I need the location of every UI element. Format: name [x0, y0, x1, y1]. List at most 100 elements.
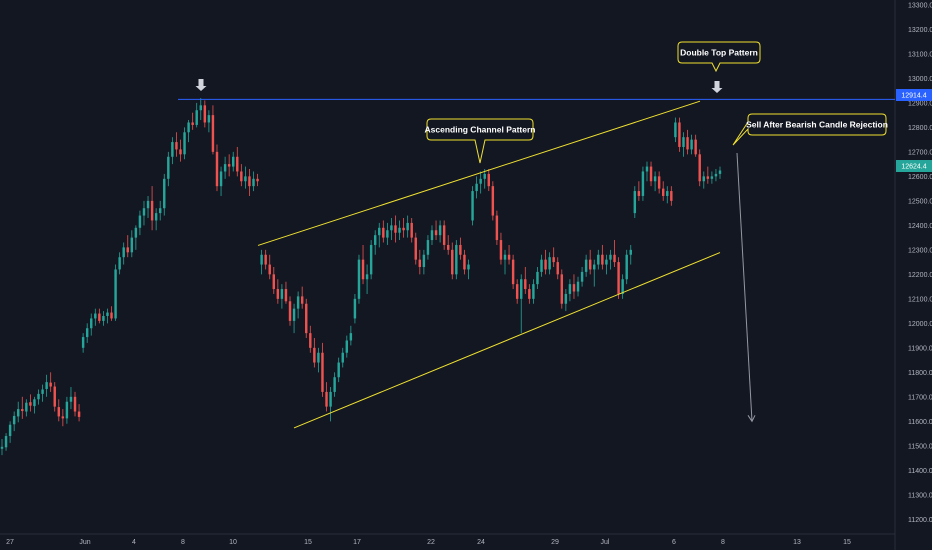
candle[interactable] [649, 161, 653, 187]
time-axis[interactable]: 27 Jun 4 8 10 15 17 22 24 29 Jul 6 8 13 15 [6, 539, 851, 546]
candle[interactable] [617, 257, 620, 299]
candle[interactable] [138, 210, 142, 236]
candle[interactable] [382, 220, 385, 243]
candle[interactable] [706, 166, 710, 184]
candle[interactable] [398, 220, 401, 241]
price-axis[interactable]: 11200.0 11300.0 11400.0 11500.0 11600.0 11700… [908, 2, 932, 523]
candle[interactable] [349, 325, 353, 346]
candle[interactable] [163, 173, 166, 216]
candle[interactable] [491, 181, 495, 221]
candle[interactable] [361, 244, 365, 285]
candle[interactable] [434, 220, 438, 241]
candle[interactable] [442, 220, 446, 250]
sell-signal-callout[interactable]: Sell After Bearish Candle Rejection [732, 113, 888, 146]
candle[interactable] [406, 215, 409, 238]
candle[interactable] [118, 252, 121, 275]
candle[interactable] [702, 171, 705, 189]
candle[interactable] [288, 296, 292, 326]
candle[interactable] [601, 244, 604, 270]
candle[interactable] [467, 259, 470, 280]
candle[interactable] [45, 374, 48, 397]
candle[interactable] [252, 171, 255, 192]
candle[interactable] [661, 181, 665, 201]
candle[interactable] [548, 252, 551, 275]
candle[interactable] [296, 291, 300, 319]
candle[interactable] [584, 254, 588, 277]
candle[interactable] [682, 132, 685, 157]
candle[interactable] [540, 254, 543, 277]
candle[interactable] [694, 134, 697, 157]
candle[interactable] [645, 161, 649, 182]
candle[interactable] [564, 289, 568, 312]
candle[interactable] [207, 110, 211, 133]
candle[interactable] [102, 311, 105, 326]
candle[interactable] [572, 274, 576, 299]
candle[interactable] [325, 382, 328, 412]
candle[interactable] [126, 235, 129, 258]
candle[interactable] [98, 308, 101, 324]
candle[interactable] [515, 279, 519, 304]
candle[interactable] [365, 264, 369, 294]
candle[interactable] [422, 249, 426, 275]
candle[interactable] [597, 249, 600, 270]
candle[interactable] [629, 244, 632, 265]
candle[interactable] [605, 254, 608, 275]
candle[interactable] [321, 342, 324, 397]
candle[interactable] [524, 267, 527, 294]
candle[interactable] [609, 249, 612, 270]
candle[interactable] [353, 293, 357, 324]
candle[interactable] [94, 308, 97, 326]
candle[interactable] [495, 210, 499, 245]
candle[interactable] [142, 200, 146, 226]
candle[interactable] [317, 347, 320, 373]
candle[interactable] [718, 166, 722, 179]
candle[interactable] [276, 279, 280, 304]
candle[interactable] [134, 225, 138, 250]
candle[interactable] [532, 279, 535, 304]
candle[interactable] [280, 284, 284, 309]
candle[interactable] [268, 254, 271, 280]
candle[interactable] [25, 399, 28, 417]
candle[interactable] [475, 176, 478, 199]
candle[interactable] [203, 100, 207, 128]
candle[interactable] [386, 222, 389, 245]
candle[interactable] [345, 335, 349, 358]
candle[interactable] [272, 267, 276, 294]
candle[interactable] [394, 215, 397, 243]
candle[interactable] [4, 433, 8, 451]
candle[interactable] [536, 267, 539, 290]
ascending-channel-callout[interactable]: Ascending Channel Pattern [425, 118, 536, 164]
candle[interactable] [240, 164, 243, 187]
candle[interactable] [167, 151, 170, 187]
candle[interactable] [430, 225, 434, 245]
candle[interactable] [260, 249, 263, 275]
candle[interactable] [653, 171, 657, 192]
candle[interactable] [556, 257, 559, 280]
candle[interactable] [223, 156, 227, 179]
candle[interactable] [110, 306, 113, 321]
candle[interactable] [309, 325, 312, 353]
channel-lower-line[interactable] [293, 252, 721, 429]
candle[interactable] [33, 396, 36, 414]
candle[interactable] [438, 220, 442, 243]
candle[interactable] [69, 387, 73, 410]
candle[interactable] [666, 186, 669, 204]
candle[interactable] [114, 264, 117, 321]
candle[interactable] [179, 139, 182, 162]
candle[interactable] [568, 279, 572, 302]
channel-upper-line[interactable] [257, 100, 701, 246]
candle[interactable] [580, 267, 584, 287]
candle[interactable] [710, 171, 714, 184]
candle[interactable] [633, 186, 637, 219]
candle[interactable] [455, 240, 458, 280]
candle[interactable] [410, 218, 413, 243]
candle[interactable] [341, 347, 344, 368]
candle[interactable] [402, 218, 405, 238]
candle[interactable] [690, 134, 693, 155]
candle[interactable] [373, 230, 377, 255]
candle[interactable] [236, 146, 239, 177]
candle[interactable] [426, 235, 430, 260]
candle[interactable] [459, 237, 462, 260]
candle[interactable] [479, 171, 482, 194]
